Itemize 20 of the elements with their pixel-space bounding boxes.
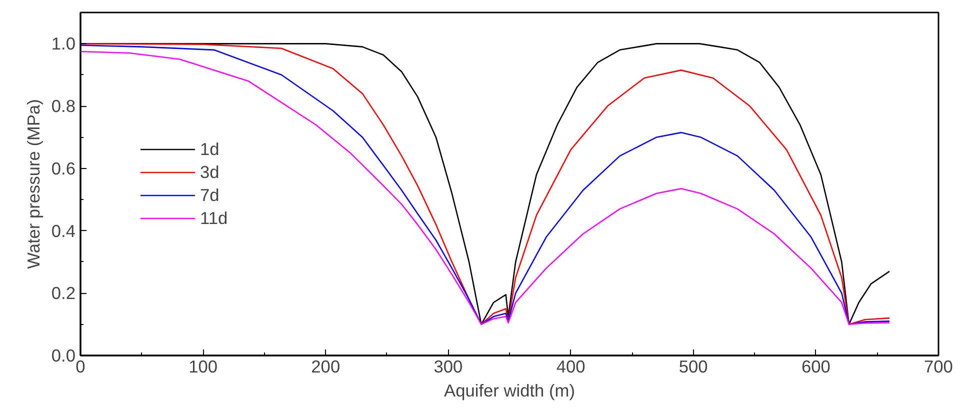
y-tick-label: 0.0 — [51, 346, 76, 366]
y-tick-label: 1.0 — [51, 34, 76, 54]
x-tick-label: 200 — [311, 356, 340, 376]
y-axis-title: Water pressure (MPa) — [23, 99, 44, 269]
y-tick-label: 0.4 — [51, 220, 76, 241]
x-tick-label: 0 — [76, 356, 86, 376]
legend-label: 1d — [200, 138, 220, 160]
x-axis-title: Aquifer width (m) — [444, 380, 575, 400]
legend-label: 3d — [200, 162, 220, 182]
legend-label: 11d — [200, 208, 228, 228]
x-tick-label: 300 — [434, 356, 463, 376]
x-tick-label: 400 — [556, 356, 586, 376]
y-tick-label: 0.8 — [51, 96, 76, 116]
y-tick-label: 0.6 — [51, 158, 76, 178]
x-tick-label: 600 — [801, 356, 830, 376]
x-tick-label: 100 — [188, 356, 218, 376]
legend-label: 7d — [200, 184, 220, 206]
y-tick-label: 0.2 — [51, 283, 76, 304]
x-tick-label: 700 — [924, 356, 953, 376]
x-tick-label: 500 — [678, 356, 708, 376]
